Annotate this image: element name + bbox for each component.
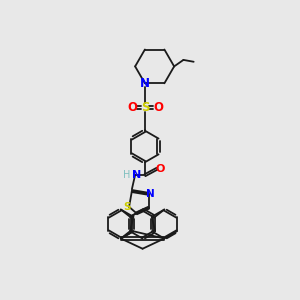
Text: S: S xyxy=(123,202,130,212)
Text: O: O xyxy=(153,101,163,114)
Text: N: N xyxy=(146,189,155,199)
Text: S: S xyxy=(141,101,149,114)
Text: N: N xyxy=(132,170,142,180)
Text: O: O xyxy=(156,164,165,174)
Text: N: N xyxy=(140,77,150,90)
Text: O: O xyxy=(127,101,137,114)
Text: H: H xyxy=(123,170,130,180)
